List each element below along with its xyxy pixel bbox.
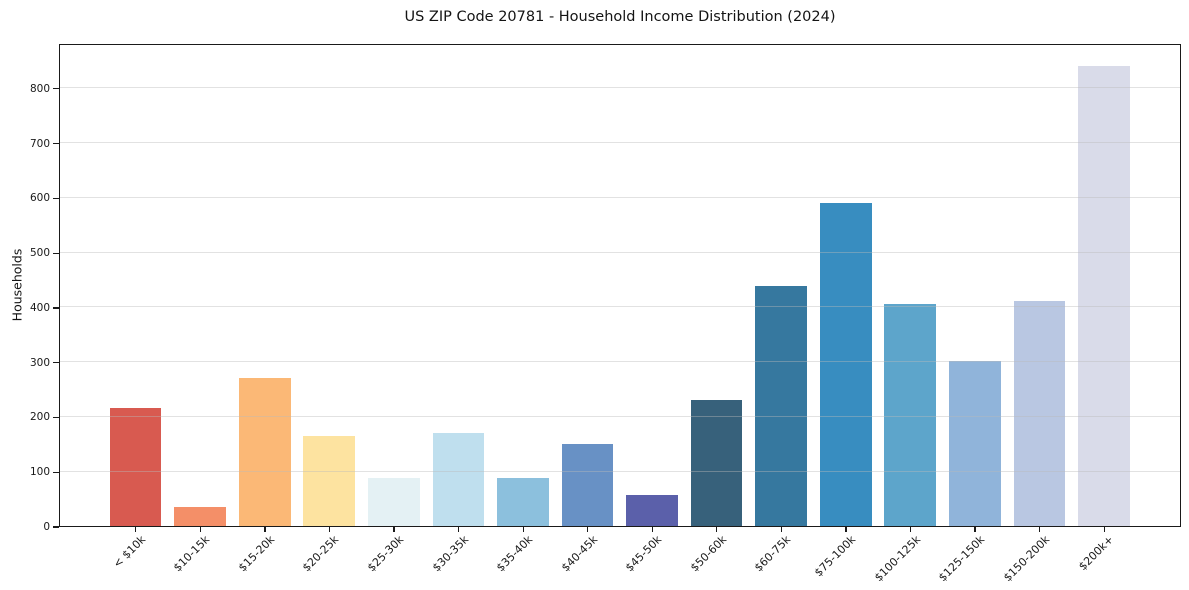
y-tick-mark	[53, 143, 59, 145]
bar	[174, 506, 226, 526]
x-tick-mark	[199, 527, 201, 532]
y-tick-label: 800	[29, 82, 50, 95]
bar	[238, 378, 291, 526]
bar	[303, 435, 356, 526]
gridline	[60, 251, 1180, 253]
y-tick-label: 0	[43, 521, 50, 533]
bar	[1078, 66, 1130, 526]
x-tick-mark	[716, 527, 718, 532]
chart-title: US ZIP Code 20781 - Household Income Dis…	[404, 9, 836, 25]
y-tick-mark	[53, 362, 59, 364]
x-tick-mark	[135, 527, 137, 532]
gridline	[60, 87, 1180, 89]
y-tick-mark	[53, 416, 59, 419]
x-tick-mark	[1103, 527, 1105, 532]
bar	[819, 202, 872, 526]
x-tick-mark	[974, 527, 976, 532]
x-tick-mark	[393, 527, 395, 532]
x-tick-mark	[458, 527, 460, 532]
y-tick-label: 600	[29, 192, 50, 205]
x-tick-mark	[522, 527, 524, 532]
gridline	[60, 361, 1180, 363]
bar	[690, 399, 743, 526]
y-tick-mark	[53, 88, 59, 90]
gridline	[60, 306, 1180, 308]
y-tick-label: 300	[29, 356, 50, 369]
bar	[497, 477, 549, 526]
x-tick-mark	[780, 527, 782, 532]
y-tick-mark	[53, 307, 59, 309]
gridline	[60, 142, 1180, 144]
x-tick-mark	[328, 527, 331, 532]
gridline	[60, 470, 1180, 472]
bar	[884, 304, 937, 526]
bar	[109, 408, 162, 526]
y-tick-mark	[53, 252, 59, 254]
plot-area	[59, 44, 1181, 527]
bar	[561, 444, 614, 526]
y-tick-label: 200	[29, 411, 50, 424]
bar	[432, 433, 485, 526]
y-tick-label: 400	[29, 301, 50, 314]
x-tick-mark	[909, 527, 912, 532]
y-tick-mark	[53, 471, 59, 473]
bar	[949, 360, 1001, 526]
gridline	[60, 196, 1180, 198]
y-tick-label: 500	[29, 247, 50, 260]
bar	[1013, 301, 1066, 526]
x-tick-mark	[264, 527, 266, 532]
bar	[626, 494, 678, 526]
gridline	[60, 415, 1180, 417]
x-tick-mark	[651, 527, 653, 532]
x-tick-mark	[1039, 527, 1041, 532]
y-tick-mark	[53, 197, 59, 200]
x-tick-mark	[587, 527, 589, 532]
y-tick-label: 700	[29, 137, 50, 150]
y-tick-mark	[53, 526, 59, 528]
x-tick-label: < $10k	[110, 533, 149, 571]
y-tick-label: 100	[29, 466, 50, 479]
bar	[755, 286, 807, 526]
bar	[368, 478, 420, 526]
x-tick-mark	[845, 527, 847, 532]
